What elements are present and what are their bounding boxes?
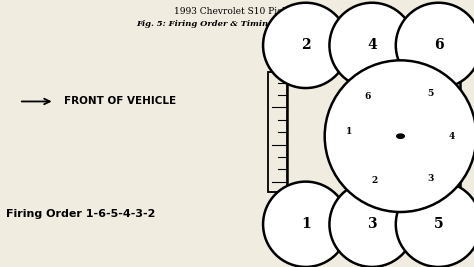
- Ellipse shape: [325, 60, 474, 212]
- Text: Fig. 5: Firing Order & Timing Marks (4.3L): Fig. 5: Firing Order & Timing Marks (4.3…: [136, 20, 338, 28]
- Text: 5: 5: [427, 89, 433, 99]
- Bar: [287, 21, 460, 246]
- Ellipse shape: [329, 3, 415, 88]
- Bar: [268, 72, 287, 192]
- Text: 5: 5: [434, 217, 443, 231]
- Ellipse shape: [263, 3, 348, 88]
- Text: 1: 1: [301, 217, 310, 231]
- Text: 3: 3: [367, 217, 377, 231]
- Text: 4: 4: [367, 38, 377, 52]
- Text: 2: 2: [301, 38, 310, 52]
- Ellipse shape: [396, 182, 474, 267]
- Ellipse shape: [396, 3, 474, 88]
- Text: Firing Order 1-6-5-4-3-2: Firing Order 1-6-5-4-3-2: [6, 209, 155, 219]
- Text: 2: 2: [372, 176, 378, 185]
- Text: 3: 3: [427, 174, 433, 183]
- Circle shape: [397, 134, 404, 138]
- Ellipse shape: [329, 182, 415, 267]
- Ellipse shape: [263, 182, 348, 267]
- Text: 6: 6: [434, 38, 443, 52]
- Text: 1993 Chevrolet S10 Pickup: 1993 Chevrolet S10 Pickup: [174, 7, 300, 16]
- Text: 1: 1: [346, 127, 352, 136]
- Text: FRONT OF VEHICLE: FRONT OF VEHICLE: [64, 96, 176, 107]
- Text: 6: 6: [364, 92, 371, 101]
- Text: 4: 4: [449, 132, 455, 141]
